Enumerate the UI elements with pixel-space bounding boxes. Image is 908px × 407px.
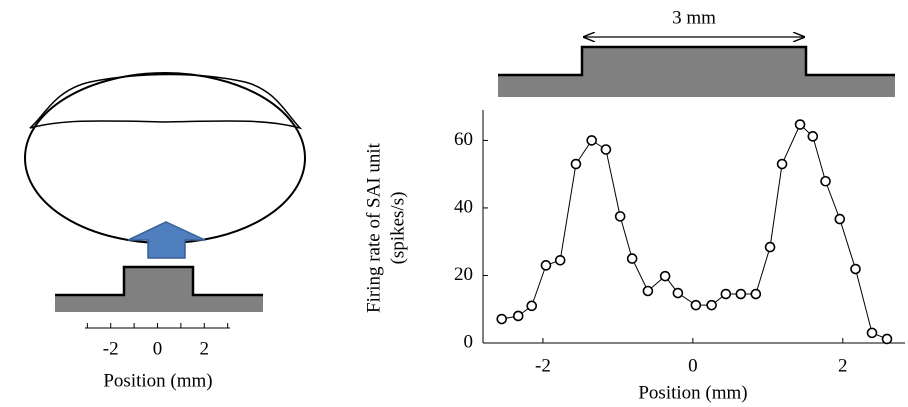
y-tick-label: 20	[454, 264, 473, 285]
x-tick-label: -2	[103, 338, 119, 359]
data-point	[796, 120, 805, 129]
data-point	[835, 215, 844, 224]
data-point	[673, 289, 682, 298]
data-point	[868, 328, 877, 337]
x-tick-label: 2	[200, 338, 210, 359]
x-tick-label: 0	[153, 338, 163, 359]
diagram-x-label: Position (mm)	[103, 370, 212, 391]
data-point	[883, 334, 892, 343]
data-point	[556, 256, 565, 265]
figure: Position (mm) 3 mm Position (mm) Firing …	[0, 0, 908, 407]
data-point	[721, 290, 730, 299]
data-point	[541, 261, 550, 270]
data-point	[527, 301, 536, 310]
data-point	[601, 145, 610, 154]
data-point	[514, 311, 523, 320]
data-point	[766, 243, 775, 252]
data-point	[661, 272, 670, 281]
y-axis-label: Firing rate of SAI unit	[363, 142, 384, 313]
data-point	[571, 160, 580, 169]
data-point	[616, 212, 625, 221]
y-axis-label: (spikes/s)	[387, 192, 408, 265]
stimulus	[498, 47, 895, 97]
data-point	[778, 160, 787, 169]
force-arrow	[128, 222, 205, 258]
data-point	[497, 315, 506, 324]
y-tick-label: 40	[454, 196, 473, 217]
data-point	[751, 290, 760, 299]
data-point	[691, 301, 700, 310]
data-point	[643, 286, 652, 295]
data-point	[707, 301, 716, 310]
annotation: 3 mm	[672, 7, 716, 28]
x-axis-label: Position (mm)	[638, 382, 747, 403]
data-point	[736, 290, 745, 299]
data-point	[628, 254, 637, 263]
fingertip	[25, 73, 305, 243]
data-point	[808, 132, 817, 141]
stimulus	[55, 267, 263, 312]
data-point	[587, 136, 596, 145]
y-tick-label: 0	[464, 331, 474, 352]
y-tick-label: 60	[454, 129, 473, 150]
x-tick-label: 0	[688, 355, 698, 376]
data-point	[851, 265, 860, 274]
data-point	[821, 177, 830, 186]
x-tick-label: -2	[535, 355, 551, 376]
bone	[30, 75, 300, 129]
x-tick-label: 2	[838, 355, 848, 376]
